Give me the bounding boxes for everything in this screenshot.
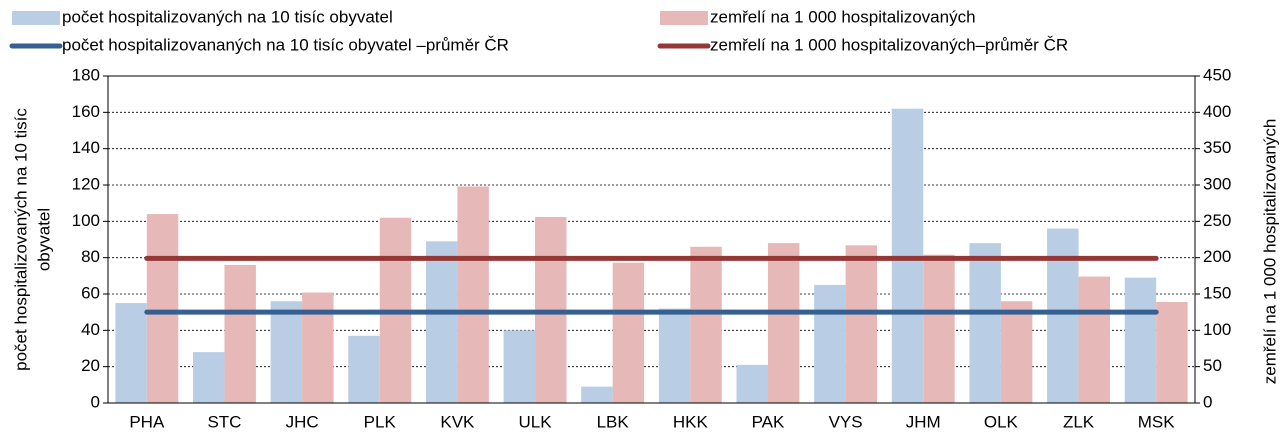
bar [767, 243, 800, 403]
bar [503, 330, 536, 403]
y-tick-label: 140 [72, 138, 100, 157]
legend-label: počet hospitalizovaných na 10 tisíc obyv… [62, 7, 393, 26]
legend-label: zemřelí na 1 000 hospitalizovaných–průmě… [710, 35, 1068, 54]
bar [1156, 301, 1188, 403]
legend-swatch [12, 11, 60, 25]
bar [690, 246, 722, 403]
bar [1078, 276, 1110, 403]
y-tick-label: 60 [81, 283, 100, 302]
y-tick-label: 100 [72, 211, 100, 230]
y2-tick-label: 400 [1203, 102, 1231, 121]
bar [845, 245, 878, 403]
bar [146, 214, 179, 403]
legend-swatch [660, 11, 708, 25]
x-tick-label: KVK [440, 412, 475, 431]
y2-tick-label: 200 [1203, 247, 1231, 266]
y-tick-label: 160 [72, 102, 100, 121]
y2-axis-label: zemřelí na 1 000 hospitalizovaných [1260, 119, 1279, 385]
y2-tick-label: 0 [1203, 392, 1212, 411]
y-tick-label: 120 [72, 174, 100, 193]
bar [348, 335, 380, 403]
x-tick-label: ZLK [1063, 412, 1095, 431]
y-tick-label: 80 [81, 247, 100, 266]
x-tick-label: VYS [829, 412, 863, 431]
y-tick-label: 20 [81, 356, 100, 375]
bar [224, 264, 256, 403]
y-tick-label: 0 [91, 392, 100, 411]
bar [425, 241, 458, 403]
x-tick-label: PAK [752, 412, 785, 431]
y2-tick-label: 150 [1203, 283, 1231, 302]
bar [923, 254, 955, 403]
bar [658, 308, 691, 403]
bar [736, 364, 768, 403]
bar [270, 301, 303, 403]
y2-tick-label: 350 [1203, 138, 1231, 157]
x-tick-label: HKK [673, 412, 709, 431]
bar [612, 262, 645, 403]
bar [1000, 301, 1033, 403]
y2-tick-label: 450 [1203, 65, 1231, 84]
bar [1124, 277, 1157, 403]
y2-tick-label: 300 [1203, 174, 1231, 193]
legend-label: počet hospitalizovananých na 10 tisíc ob… [62, 35, 509, 54]
x-tick-label: JHM [906, 412, 941, 431]
bar [1047, 228, 1079, 403]
x-tick-label: ULK [518, 412, 552, 431]
bar [115, 303, 147, 403]
y-axis-label: počet hospitalizovaných na 10 tisíc [11, 108, 30, 371]
y2-tick-label: 100 [1203, 320, 1231, 339]
bar [814, 284, 846, 403]
x-tick-label: PHA [129, 412, 165, 431]
bar [457, 186, 489, 403]
x-tick-label: MSK [1138, 412, 1176, 431]
bar [302, 292, 334, 403]
x-tick-label: STC [207, 412, 241, 431]
x-tick-label: JHC [286, 412, 319, 431]
bar [581, 386, 613, 403]
y-tick-label: 40 [81, 320, 100, 339]
x-tick-label: LBK [597, 412, 630, 431]
x-tick-label: PLK [364, 412, 397, 431]
y-tick-label: 180 [72, 65, 100, 84]
y2-tick-label: 250 [1203, 211, 1231, 230]
y-axis-label: obyvatel [34, 208, 53, 271]
bar [193, 352, 225, 403]
bar [891, 108, 924, 403]
y2-tick-label: 50 [1203, 356, 1222, 375]
bar [969, 243, 1001, 403]
x-tick-label: OLK [984, 412, 1019, 431]
legend-label: zemřelí na 1 000 hospitalizovaných [710, 7, 976, 26]
